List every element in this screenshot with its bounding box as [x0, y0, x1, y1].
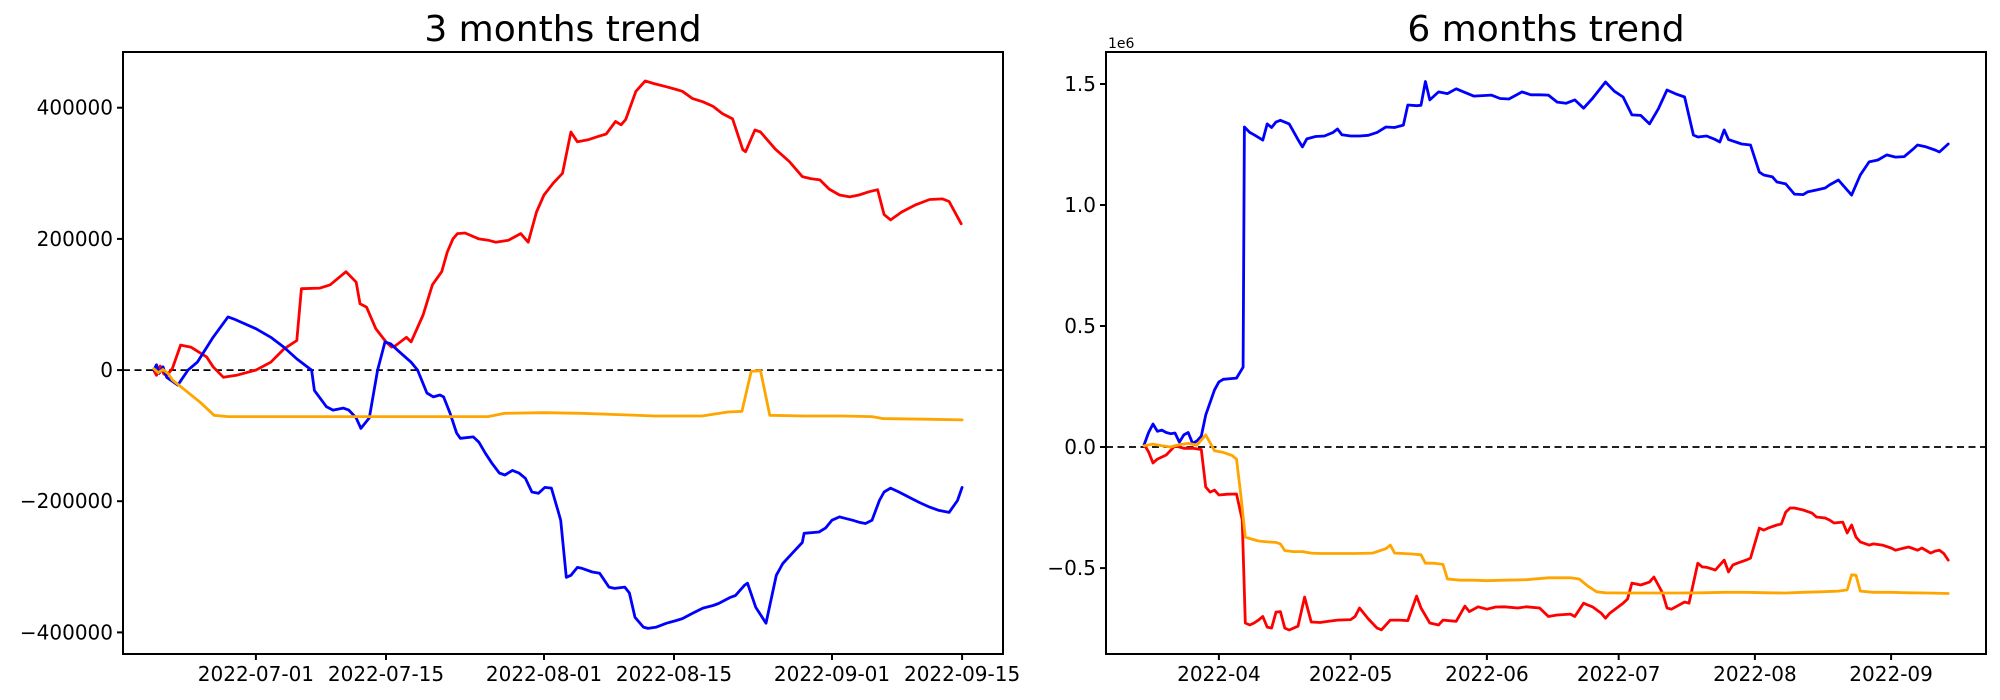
y-tick-label: 400000	[37, 96, 113, 120]
x-tick-label: 2022-09-01	[774, 662, 890, 686]
x-tick-label: 2022-09-15	[904, 662, 1020, 686]
y-axis-offset-label: 1e6	[1108, 36, 1135, 52]
y-tick-label: 0.5	[1064, 314, 1096, 338]
chart-title-3-months: 3 months trend	[424, 9, 701, 50]
x-tick-label: 2022-07-01	[198, 662, 314, 686]
y-tick-label: 200000	[37, 227, 113, 251]
series-red-line	[1142, 443, 1950, 632]
y-tick-label: −0.5	[1047, 556, 1096, 580]
series-red-line	[152, 79, 963, 379]
x-tick-label: 2022-06	[1445, 662, 1529, 686]
y-tick-label: 0.0	[1064, 435, 1096, 459]
series-blue-line	[152, 315, 964, 630]
axes-spines	[1105, 51, 1987, 655]
x-tick-label: 2022-07-15	[328, 662, 444, 686]
x-tick-label: 2022-08	[1713, 662, 1797, 686]
series-orange-line	[1142, 433, 1950, 595]
chart-area-1: 2022-04 2022-05 2022-06 2022-07 2022-08 2022-…	[1047, 51, 1987, 686]
y-tick-label: −400000	[20, 620, 113, 644]
y-tick-label: −200000	[20, 489, 113, 513]
y-tick-label: 0	[100, 358, 113, 382]
x-tick-label: 2022-04	[1177, 662, 1261, 686]
series-orange-line	[152, 367, 964, 422]
x-tick-label: 2022-08-01	[486, 662, 602, 686]
x-tick-label: 2022-09	[1849, 662, 1933, 686]
y-tick-label: 1.5	[1064, 72, 1096, 96]
x-tick-label: 2022-05	[1309, 662, 1393, 686]
y-tick-label: 1.0	[1064, 193, 1096, 217]
axes-spines	[122, 51, 1004, 655]
series-blue-line	[1142, 80, 1950, 446]
chart-title-6-months: 6 months trend	[1407, 9, 1684, 50]
x-tick-label: 2022-07	[1577, 662, 1661, 686]
x-tick-label: 2022-08-15	[616, 662, 732, 686]
chart-area-0: 2022-07-01 2022-07-15 2022-08-01 2022-08-15…	[20, 51, 1020, 686]
